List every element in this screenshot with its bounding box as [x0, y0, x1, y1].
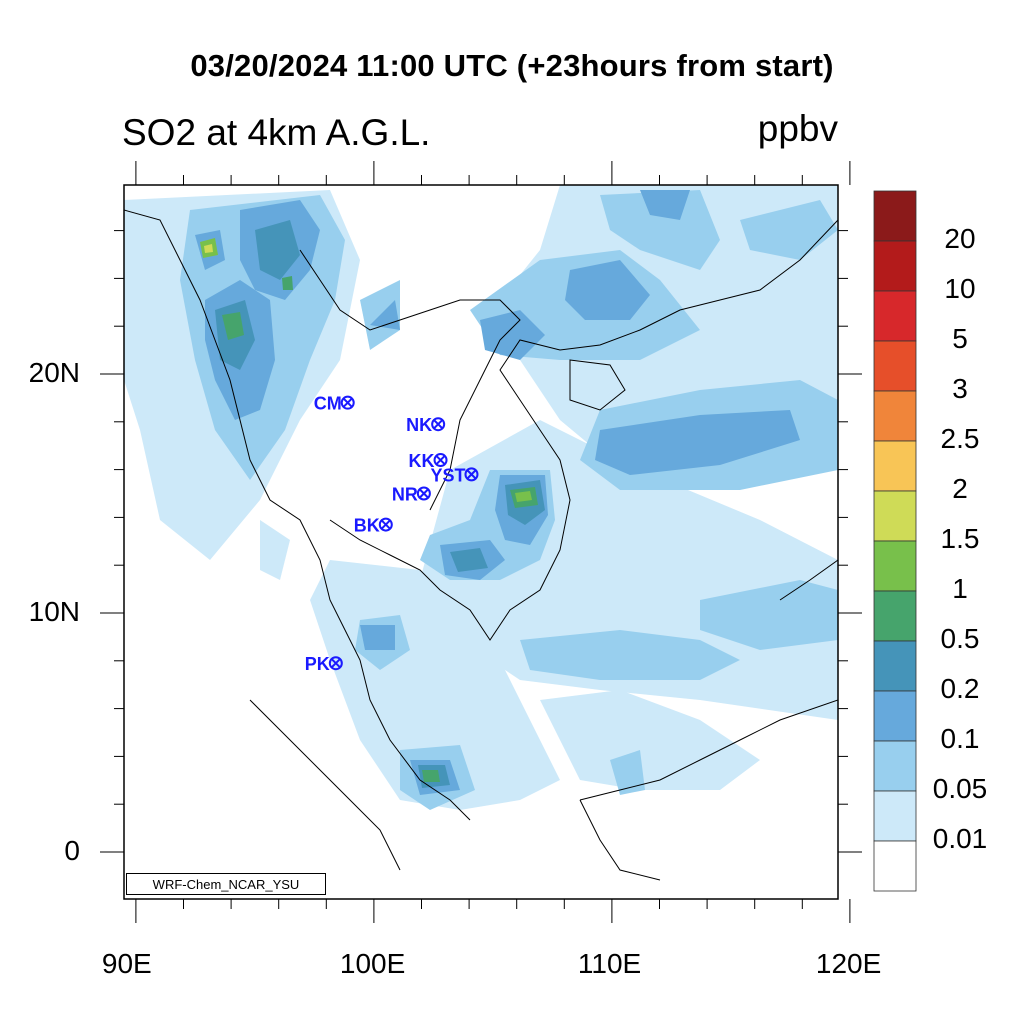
x-tick-label: 120E [815, 948, 882, 979]
so2-field [124, 185, 838, 810]
colorbar-swatch [873, 240, 917, 292]
figure-title: 03/20/2024 11:00 UTC (+23hours from star… [190, 48, 834, 83]
units-label: ppbv [757, 108, 838, 149]
y-tick-label: 0 [64, 835, 80, 866]
station-marker-icon [416, 486, 431, 501]
axis-ticks [100, 161, 862, 923]
colorbar-swatch [873, 590, 917, 642]
colorbar-swatch [873, 340, 917, 392]
colorbar-swatch [873, 740, 917, 792]
colorbar-swatch [873, 690, 917, 742]
colorbar-swatch [873, 190, 917, 242]
station-marker-icon [340, 395, 355, 410]
y-tick-label: 10N [28, 596, 80, 627]
colorbar-label: 0.5 [940, 623, 980, 654]
station-label: PK [305, 654, 330, 674]
colorbar-swatch [873, 540, 917, 592]
station-marker-icon [328, 656, 343, 671]
colorbar-label: 3 [952, 373, 968, 404]
colorbar [873, 190, 917, 892]
coastlines [124, 209, 838, 881]
station-label: NK [406, 415, 432, 435]
station-marker-icon [378, 517, 393, 532]
station-label: BK [354, 516, 380, 536]
so2-contour-1.5 [204, 244, 213, 253]
colorbar-label: 20 [944, 223, 976, 254]
colorbar-label: 2 [952, 473, 968, 504]
station-marker-icon [431, 417, 446, 432]
colorbar-label: 2.5 [940, 423, 980, 454]
colorbar-swatch [873, 840, 917, 892]
colorbar-label: 1 [952, 573, 968, 604]
y-tick-label: 20N [28, 357, 80, 388]
model-credit-label: WRF-Chem_NCAR_YSU [126, 873, 326, 895]
colorbar-label: 0.05 [932, 773, 988, 804]
variable-label: SO2 at 4km A.G.L. [122, 112, 431, 153]
station-marker-icon [433, 453, 448, 468]
colorbar-label: 0.01 [932, 823, 988, 854]
station-nk: NK [406, 415, 446, 435]
colorbar-label: 0.1 [940, 723, 980, 754]
station-label: YST [430, 465, 465, 485]
colorbar-label: 5 [952, 323, 968, 354]
colorbar-label: 1.5 [940, 523, 980, 554]
colorbar-swatch [873, 390, 917, 442]
plot-frame [123, 184, 839, 900]
station-cm: CM [314, 394, 355, 414]
station-label: KK [409, 451, 435, 471]
colorbar-label: 0.2 [940, 673, 980, 704]
station-bk: BK [354, 516, 393, 536]
station-label: NR [392, 485, 418, 505]
x-tick-label: 90E [101, 948, 152, 979]
station-marker-icon [464, 467, 479, 482]
colorbar-label: 10 [944, 273, 976, 304]
station-pk: PK [305, 654, 343, 674]
colorbar-swatch [873, 290, 917, 342]
x-tick-label: 100E [339, 948, 406, 979]
station-label: CM [314, 394, 342, 414]
colorbar-swatch [873, 490, 917, 542]
x-tick-label: 110E [577, 948, 642, 979]
colorbar-swatch [873, 790, 917, 842]
colorbar-swatch [873, 640, 917, 692]
colorbar-swatch [873, 440, 917, 492]
station-nr: NR [392, 485, 431, 505]
station-kk: KK [409, 451, 448, 471]
station-yst: YST [430, 465, 479, 485]
